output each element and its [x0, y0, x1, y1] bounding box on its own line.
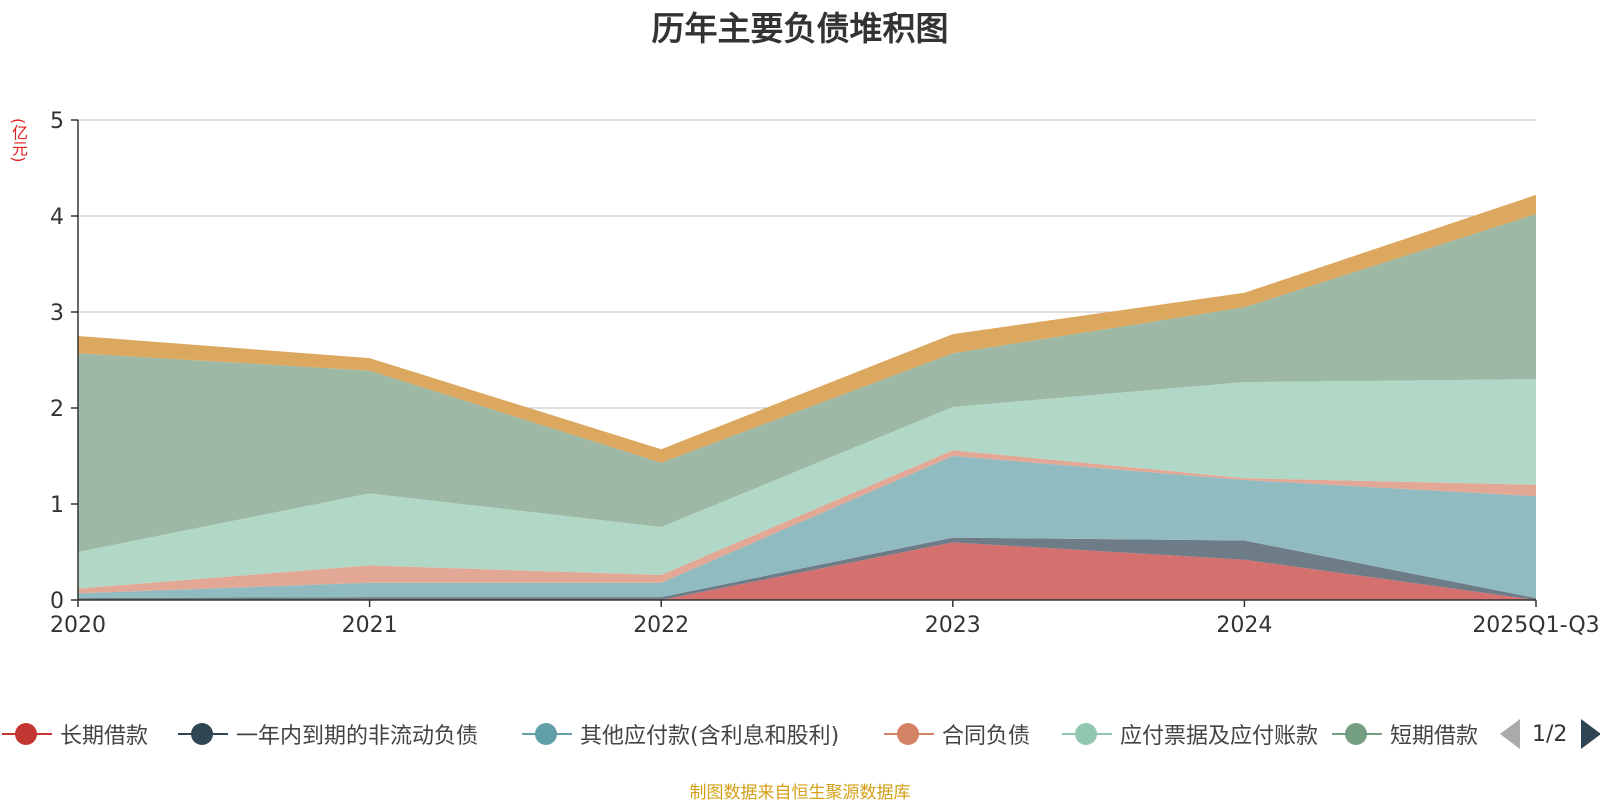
y-tick-label: 5 [50, 109, 64, 134]
data-source-note: 制图数据来自恒生聚源数据库 [689, 783, 911, 803]
legend-marker-icon [2, 716, 52, 752]
area-series-3 [78, 450, 1536, 594]
legend-item-current-non-current-liabilities[interactable]: 一年内到期的非流动负债 [178, 716, 478, 752]
x-tick-label: 2021 [342, 613, 398, 638]
legend-marker-icon [522, 716, 572, 752]
legend-label: 其他应付款(含利息和股利) [580, 724, 840, 749]
legend-marker-icon [178, 716, 228, 752]
legend-page-indicator: 1/2 [1532, 721, 1568, 747]
area-series-1 [78, 537, 1536, 600]
y-tick-label: 2 [50, 397, 64, 422]
legend-label: 长期借款 [60, 724, 149, 749]
legend-item-other-payables[interactable]: 其他应付款(含利息和股利) [522, 716, 839, 752]
legend-marker-icon [1062, 716, 1112, 752]
legend-label: 合同负债 [942, 724, 1031, 749]
y-axis-unit-label: (亿元) [9, 118, 28, 163]
x-tick-label: 2020 [50, 613, 106, 638]
legend-marker-icon [884, 716, 934, 752]
chart-legend: 长期借款 一年内到期的非流动负债 其他应付款(含利息和股利) 合同负债 应付票据… [0, 716, 1600, 752]
legend-item-contract-liabilities[interactable]: 合同负债 [884, 716, 1030, 752]
y-tick-label: 1 [50, 493, 64, 518]
legend-label: 应付票据及应付账款 [1120, 724, 1319, 749]
y-tick-label: 3 [50, 301, 64, 326]
legend-label: 短期借款 [1390, 724, 1479, 749]
area-series-4 [78, 379, 1536, 589]
legend-next-page-icon[interactable] [1581, 719, 1600, 749]
legend-item-long-term-loans[interactable]: 长期借款 [2, 716, 148, 752]
area-series-2 [78, 456, 1536, 599]
x-tick-label: 2023 [925, 613, 981, 638]
legend-label: 一年内到期的非流动负债 [236, 724, 479, 749]
legend-item-notes-accounts-payable[interactable]: 应付票据及应付账款 [1062, 716, 1318, 752]
chart-title: 历年主要负债堆积图 [651, 9, 949, 48]
legend-prev-page-icon[interactable] [1500, 719, 1520, 749]
x-tick-label: 2024 [1216, 613, 1272, 638]
legend-item-inner: 短期借款 [1332, 716, 1478, 752]
y-tick-label: 4 [50, 205, 64, 230]
area-series-5 [78, 214, 1536, 552]
x-tick-label: 2025Q1-Q3 [1472, 613, 1599, 638]
legend-item-short-term-loans[interactable]: 短期借款 [1332, 716, 1482, 752]
y-tick-label: 0 [50, 589, 64, 614]
legend-pager: 1/2 [1500, 716, 1600, 752]
legend-marker-icon [1332, 716, 1382, 752]
stacked-area-chart: 0 1 2 3 4 5 2020 2021 2022 2023 2024 2025Q1-Q3 [50, 109, 1600, 638]
x-tick-label: 2022 [633, 613, 689, 638]
